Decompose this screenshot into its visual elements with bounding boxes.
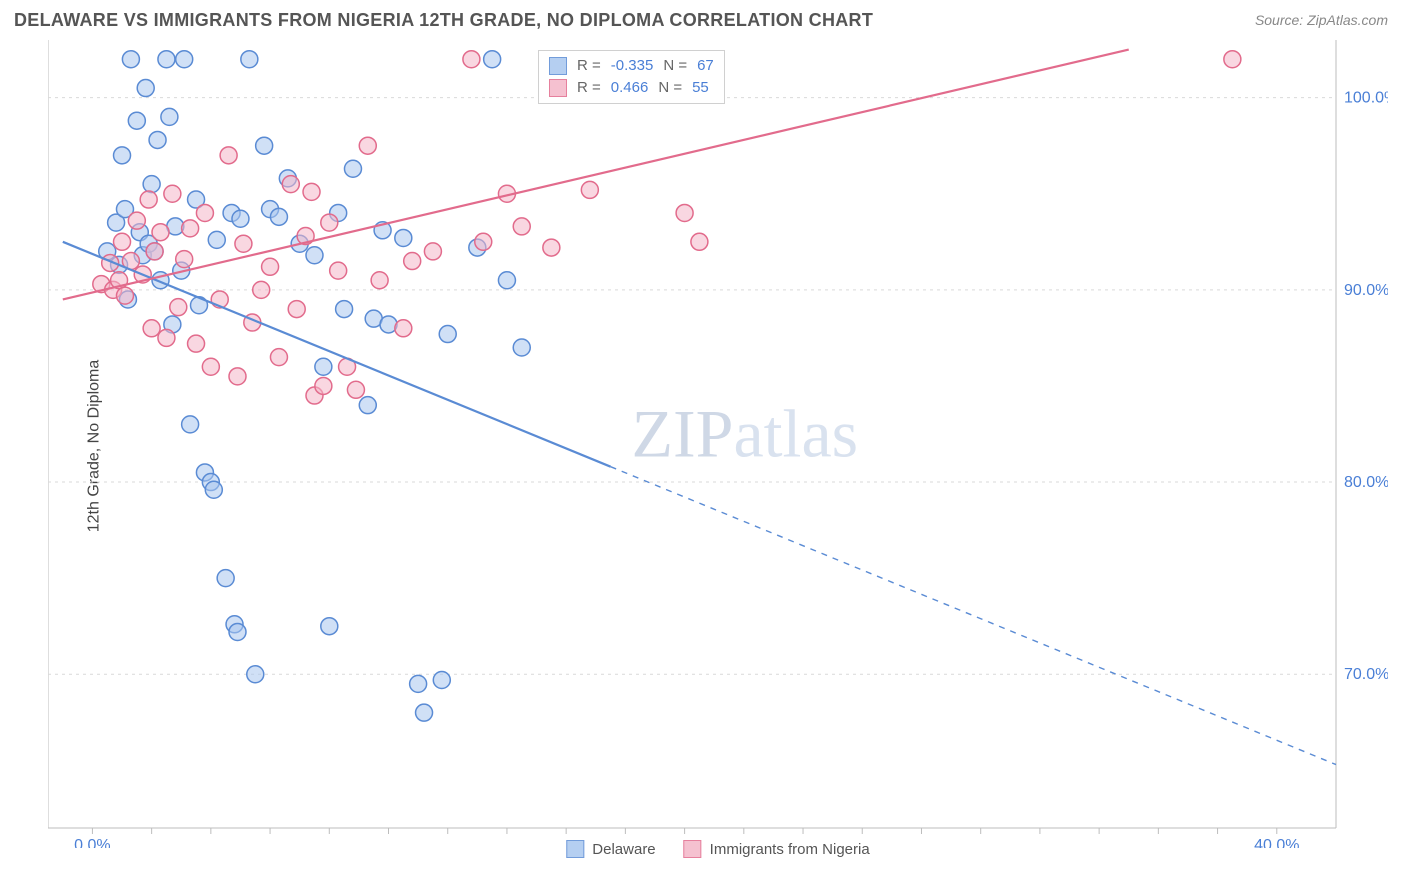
- correlation-legend: R = -0.335 N = 67 R = 0.466 N = 55: [538, 50, 725, 104]
- correlation-row-delaware: R = -0.335 N = 67: [549, 55, 714, 77]
- r-value-delaware: -0.335: [611, 55, 654, 77]
- r-label: R =: [577, 77, 601, 99]
- source-attribution: Source: ZipAtlas.com: [1255, 12, 1388, 28]
- legend-item-nigeria: Immigrants from Nigeria: [684, 840, 870, 858]
- series-legend: Delaware Immigrants from Nigeria: [566, 840, 869, 858]
- r-value-nigeria: 0.466: [611, 77, 649, 99]
- chart-container: 70.0%80.0%90.0%100.0%0.0%40.0% ZIPatlas …: [48, 40, 1388, 860]
- legend-label-delaware: Delaware: [592, 841, 655, 858]
- svg-text:0.0%: 0.0%: [74, 837, 110, 848]
- n-label: N =: [663, 55, 687, 77]
- swatch-delaware: [566, 840, 584, 858]
- svg-text:40.0%: 40.0%: [1254, 837, 1299, 848]
- n-value-nigeria: 55: [692, 77, 709, 99]
- n-label: N =: [658, 77, 682, 99]
- page-title: DELAWARE VS IMMIGRANTS FROM NIGERIA 12TH…: [14, 10, 873, 31]
- n-value-delaware: 67: [697, 55, 714, 77]
- svg-text:90.0%: 90.0%: [1344, 282, 1388, 299]
- svg-text:80.0%: 80.0%: [1344, 474, 1388, 491]
- legend-item-delaware: Delaware: [566, 840, 655, 858]
- correlation-row-nigeria: R = 0.466 N = 55: [549, 77, 714, 99]
- legend-label-nigeria: Immigrants from Nigeria: [710, 841, 870, 858]
- scatter-chart: 70.0% 80.0% 90.0% 100.0% 0.0% 40.0%: [48, 40, 1388, 848]
- r-label: R =: [577, 55, 601, 77]
- swatch-delaware: [549, 57, 567, 75]
- swatch-nigeria: [549, 79, 567, 97]
- swatch-nigeria: [684, 840, 702, 858]
- svg-text:100.0%: 100.0%: [1344, 90, 1388, 107]
- svg-text:70.0%: 70.0%: [1344, 666, 1388, 683]
